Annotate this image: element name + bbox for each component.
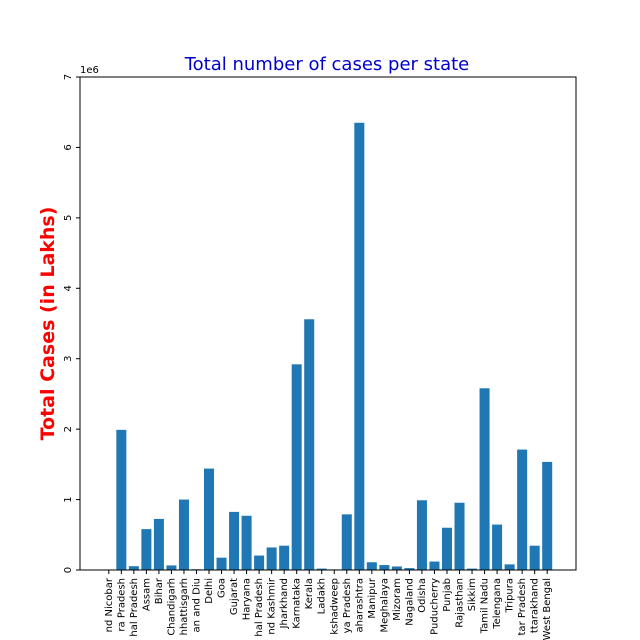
x-tick-label: Telengana [492, 578, 503, 630]
x-tick-label: Manipur [367, 577, 378, 619]
x-tick-label: ra Pradesh [116, 578, 127, 632]
bars-group [103, 122, 553, 571]
bar [404, 568, 415, 570]
y-tick-label: 6 [63, 144, 74, 150]
x-tick-label: Ladakh [317, 578, 328, 614]
bar [304, 319, 315, 570]
y-tick-label: 4 [63, 285, 74, 291]
bar [316, 568, 327, 570]
x-tick-label: nd Kashmir [267, 577, 278, 634]
bar [241, 515, 252, 570]
x-tick-label: kshadweep [329, 578, 340, 635]
y-tick-label: 3 [63, 356, 74, 362]
bar [441, 527, 452, 570]
y-tick-label: 2 [63, 426, 74, 432]
bar [254, 555, 265, 570]
bar [429, 561, 440, 570]
plot-frame [79, 76, 577, 571]
bar [504, 564, 515, 570]
x-tick-label: Odisha [417, 578, 428, 613]
bar [166, 565, 177, 570]
x-tick-label: nd Nicobar [104, 577, 115, 632]
x-tick-label: Sikkim [467, 578, 478, 611]
y-tick-label: 0 [63, 567, 74, 573]
x-tick-label: ya Pradesh [342, 578, 353, 633]
bar [542, 461, 553, 570]
x-tick-label: Delhi [204, 578, 215, 604]
bar [379, 565, 390, 570]
bar [341, 514, 352, 570]
x-tick-label: Kerala [304, 578, 315, 609]
bar [229, 511, 240, 570]
x-tick-label: Assam [141, 578, 152, 611]
bar [467, 568, 478, 570]
x-tick-label: Mizoram [392, 578, 403, 621]
y-tick-label: 1 [63, 496, 74, 502]
y-axis-label: Total Cases (in Lakhs) [37, 207, 59, 441]
x-tick-label: Nagaland [404, 578, 415, 626]
bar [416, 500, 427, 570]
bar [454, 502, 465, 570]
x-tick-label: Jharkhand [279, 578, 290, 629]
x-tick-label: aharashtra [354, 578, 365, 633]
x-tick-label: Chandigarh [166, 578, 177, 636]
bar [479, 388, 490, 570]
x-tick-label: tar Pradesh [517, 578, 528, 635]
bar [517, 449, 528, 570]
bar [366, 562, 377, 570]
x-tick-label: Bihar [154, 577, 165, 604]
bar [291, 364, 302, 570]
bar [216, 557, 227, 570]
bar [178, 499, 189, 570]
x-tick-label: Puducherry [429, 578, 440, 635]
bar [279, 545, 290, 570]
x-tick-label: Haryana [242, 578, 253, 620]
x-tick-label: Meghalaya [379, 578, 390, 633]
chart-title: Total number of cases per state [184, 54, 470, 75]
y-tick-label: 5 [63, 215, 74, 221]
bar [529, 545, 540, 570]
bar [266, 547, 277, 570]
x-tick-label: Tamil Nadu [480, 578, 491, 634]
x-tick-label: Tripura [505, 578, 516, 613]
x-tick-label: Rajasthan [455, 578, 466, 628]
bar [492, 524, 503, 570]
bar [354, 122, 365, 571]
x-tick-label: an and Diu [191, 578, 202, 632]
y-axis-offset-label: 1e6 [80, 65, 99, 76]
bar [153, 518, 164, 570]
x-tick-label: West Bengal [542, 578, 553, 640]
x-tick-label: Karnataka [292, 578, 303, 629]
x-ticks-group: nd Nicobar ra Pradesh hal Pradesh Assam Biha… [104, 570, 553, 640]
bar [204, 468, 215, 570]
x-tick-label: Goa [217, 578, 228, 598]
bar [128, 566, 139, 570]
y-ticks-group: 0 1 2 3 4 5 6 7 [63, 74, 80, 573]
x-tick-label: hal Pradesh [254, 578, 265, 637]
bar [391, 566, 402, 570]
x-tick-label: hal Pradesh [129, 578, 140, 637]
x-tick-label: hhattisgarh [179, 578, 190, 635]
bar [116, 429, 127, 570]
x-tick-label: ttarakhand [530, 578, 541, 633]
x-tick-label: Punjab [442, 578, 453, 612]
y-tick-label: 7 [63, 74, 74, 80]
x-tick-label: Gujarat [229, 578, 240, 615]
bar [141, 529, 152, 570]
